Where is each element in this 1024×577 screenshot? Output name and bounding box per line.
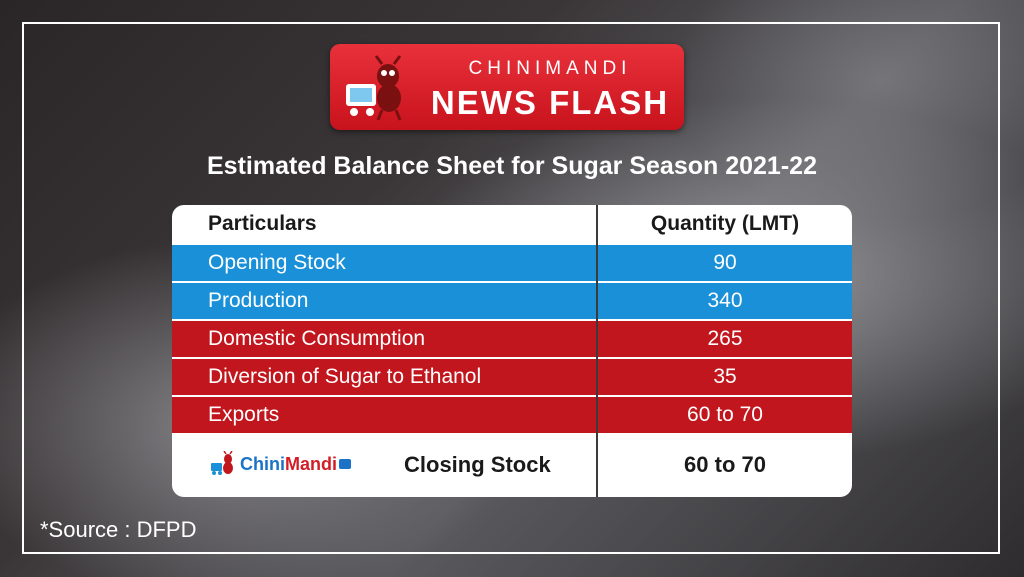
row-particular: Exports [208, 403, 280, 426]
row-quantity: 60 to 70 [687, 403, 763, 426]
brand-tag-icon [339, 459, 351, 469]
row-quantity: 90 [713, 251, 737, 274]
table-row: Opening Stock 90 [172, 243, 852, 281]
closing-stock-row: Chini Mandi Closing Stock 60 to 70 [172, 433, 852, 497]
ant-mascot-icon [211, 451, 233, 475]
source-note: *Source : DFPD [40, 517, 197, 542]
row-particular: Opening Stock [208, 251, 346, 274]
chinimandi-logo: Chini Mandi [210, 451, 351, 477]
table-row: Exports 60 to 70 [172, 395, 852, 433]
closing-stock-quantity: 60 to 70 [684, 452, 766, 477]
badge-kicker: CHINIMANDI [468, 58, 632, 79]
ant-mascot-logo [346, 55, 402, 121]
news-flash-badge: CHINIMANDI NEWS FLASH [330, 44, 684, 130]
row-particular: Production [208, 289, 309, 312]
brand-mandi-text: Mandi [285, 453, 337, 474]
row-particular: Domestic Consumption [208, 327, 426, 350]
row-particular: Diversion of Sugar to Ethanol [208, 365, 482, 388]
badge-headline: NEWS FLASH [430, 84, 670, 121]
table-row: Production 340 [172, 281, 852, 319]
column-divider [596, 205, 598, 497]
table-row: Domestic Consumption 265 [172, 319, 852, 357]
closing-stock-label: Closing Stock [404, 452, 551, 477]
brand-chini-text: Chini [240, 453, 285, 474]
header-quantity: Quantity (LMT) [650, 212, 800, 235]
border-frame [22, 22, 1000, 554]
header-particulars: Particulars [208, 212, 317, 235]
table-row: Diversion of Sugar to Ethanol 35 [172, 357, 852, 395]
row-quantity: 340 [707, 289, 743, 312]
page-title: Estimated Balance Sheet for Sugar Season… [207, 152, 817, 180]
table-header-row: Particulars Quantity (LMT) [172, 205, 852, 243]
balance-sheet-table: Particulars Quantity (LMT) Opening Stock… [172, 205, 852, 497]
row-quantity: 265 [707, 327, 743, 350]
row-quantity: 35 [713, 365, 737, 388]
